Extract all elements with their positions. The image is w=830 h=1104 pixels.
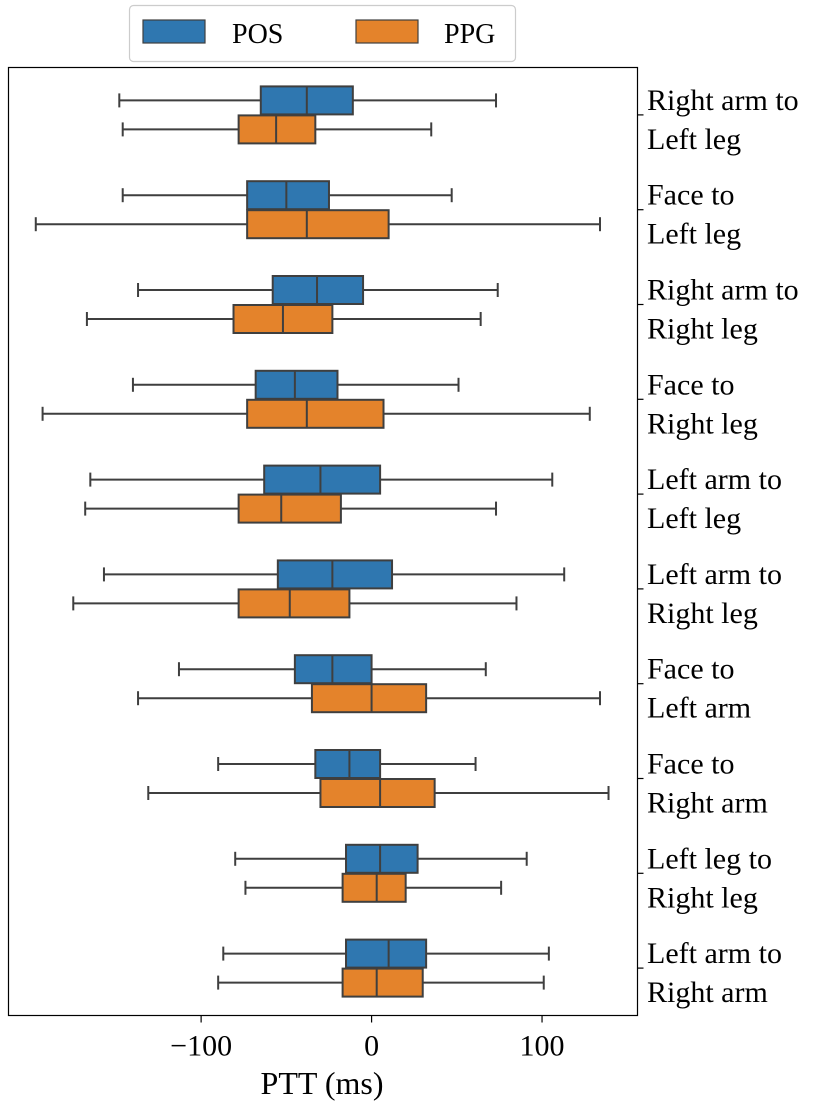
category-group-9 — [217, 938, 550, 998]
category-label-line: Left leg to — [647, 842, 772, 875]
category-group-0 — [118, 85, 498, 145]
category-label-1: Face to Left leg — [647, 179, 741, 251]
category-label-line: Left arm to — [647, 463, 782, 496]
category-label-line: Right arm to — [647, 274, 799, 307]
x-axis-label: PTT (ms) — [261, 1065, 384, 1101]
category-label-8: Left leg to Right leg — [647, 842, 772, 914]
category-label-3: Face to Right leg — [647, 368, 758, 440]
pos-box-4 — [263, 464, 382, 495]
legend-frame — [128, 4, 517, 63]
axes-frame — [7, 66, 639, 1017]
category-group-4 — [84, 464, 554, 524]
category-group-1 — [34, 180, 601, 240]
x-tick-label-1: 0 — [364, 1030, 379, 1063]
ppg-box-5 — [237, 588, 351, 619]
ppg-box-1 — [246, 209, 390, 240]
category-label-7: Face to Right arm — [647, 748, 768, 820]
category-label-line: Right leg — [647, 407, 758, 440]
category-label-2: Right arm to Right leg — [647, 274, 799, 346]
category-label-line: Face to — [647, 653, 734, 686]
category-group-2 — [85, 275, 499, 334]
category-label-6: Face to Left arm — [647, 653, 751, 725]
x-axis-ticks: −100 0 100 — [170, 1015, 565, 1063]
x-tick-label-0: −100 — [170, 1030, 232, 1063]
plot-area — [34, 85, 610, 998]
ppg-box-7 — [319, 778, 436, 808]
category-label-line: Left leg — [647, 218, 741, 251]
category-group-7 — [147, 749, 610, 808]
pos-box-9 — [345, 938, 428, 969]
legend-swatch-ppg — [355, 19, 419, 44]
category-label-line: Face to — [647, 179, 734, 212]
ppg-box-9 — [341, 967, 424, 998]
category-label-0: Right arm to Left leg — [647, 84, 799, 156]
legend-label-ppg: PPG — [444, 19, 495, 50]
category-label-line: Left arm — [647, 692, 751, 725]
ppg-box-6 — [310, 683, 428, 714]
category-label-4: Left arm to Left leg — [647, 463, 782, 535]
legend: POS PPG — [128, 4, 517, 63]
category-label-9: Left arm to Right arm — [647, 937, 782, 1009]
pos-box-7 — [314, 749, 382, 779]
ppg-box-8 — [341, 872, 407, 903]
pos-box-3 — [254, 369, 339, 400]
ppg-box-4 — [237, 493, 342, 524]
category-label-line: Face to — [647, 748, 734, 781]
category-label-line: Right leg — [647, 597, 758, 630]
x-tick-label-2: 100 — [520, 1030, 565, 1063]
category-label-line: Right leg — [647, 313, 758, 346]
pos-box-5 — [276, 559, 394, 590]
category-label-line: Left arm to — [647, 558, 782, 591]
category-group-5 — [72, 559, 566, 619]
pos-box-1 — [246, 180, 330, 211]
category-label-line: Left leg — [647, 123, 741, 156]
category-label-line: Left leg — [647, 502, 741, 535]
pos-box-8 — [345, 843, 419, 874]
category-label-line: Right arm — [647, 976, 768, 1009]
category-label-line: Face to — [647, 368, 734, 401]
category-label-5: Left arm to Right leg — [647, 558, 782, 630]
category-label-line: Right arm to — [647, 84, 799, 117]
category-group-8 — [234, 843, 528, 903]
legend-label-pos: POS — [232, 19, 283, 50]
category-label-line: Right arm — [647, 787, 768, 820]
ppg-box-3 — [246, 398, 385, 429]
category-group-3 — [41, 369, 591, 429]
category-label-line: Right leg — [647, 881, 758, 914]
category-label-line: Left arm to — [647, 937, 782, 970]
legend-swatch-pos — [142, 19, 206, 44]
category-group-6 — [137, 654, 601, 714]
